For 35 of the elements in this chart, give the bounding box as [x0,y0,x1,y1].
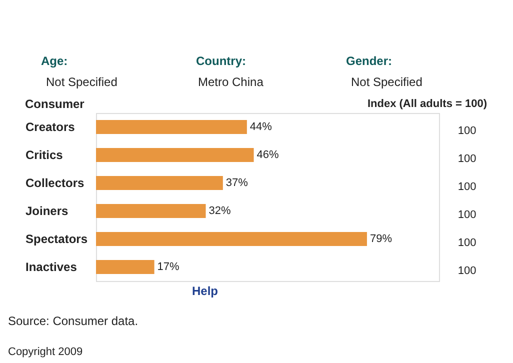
bar [96,120,247,134]
y-tick-label: Joiners [26,204,69,218]
text: Metro China [198,75,264,89]
bar [96,232,367,246]
text: Help [192,284,218,298]
text: 100 [458,181,476,193]
text: Copyright 2009 [8,346,83,358]
text: Not Specified [46,75,118,89]
text: Index (All adults = 100) [367,98,488,110]
data-label: 44% [250,121,272,133]
y-tick-label: Inactives [26,260,78,274]
text: 100 [458,125,476,137]
text: 100 [458,265,476,277]
bar [96,148,254,162]
data-label: 46% [256,149,280,161]
data-label: 79% [370,233,392,245]
y-tick-label: Critics [26,148,64,162]
text: Country: [196,54,246,68]
data-label: 37% [226,177,248,189]
text: 100 [458,153,476,165]
text: Age: [41,54,68,68]
bar [96,260,154,274]
text: 100 [458,237,476,249]
data-label: 17% [157,261,180,273]
text: Gender: [346,54,392,68]
text: 100 [458,209,476,221]
y-tick-label: Creators [26,120,76,134]
y-tick-label: Collectors [26,176,85,190]
bar [96,204,206,218]
y-axis-title: Consumer [25,97,85,111]
data-label: 32% [208,205,231,217]
bar [96,176,223,190]
text: Not Specified [351,75,422,89]
source-note: Source: Consumer data. [8,314,138,328]
y-tick-label: Spectators [26,232,88,246]
